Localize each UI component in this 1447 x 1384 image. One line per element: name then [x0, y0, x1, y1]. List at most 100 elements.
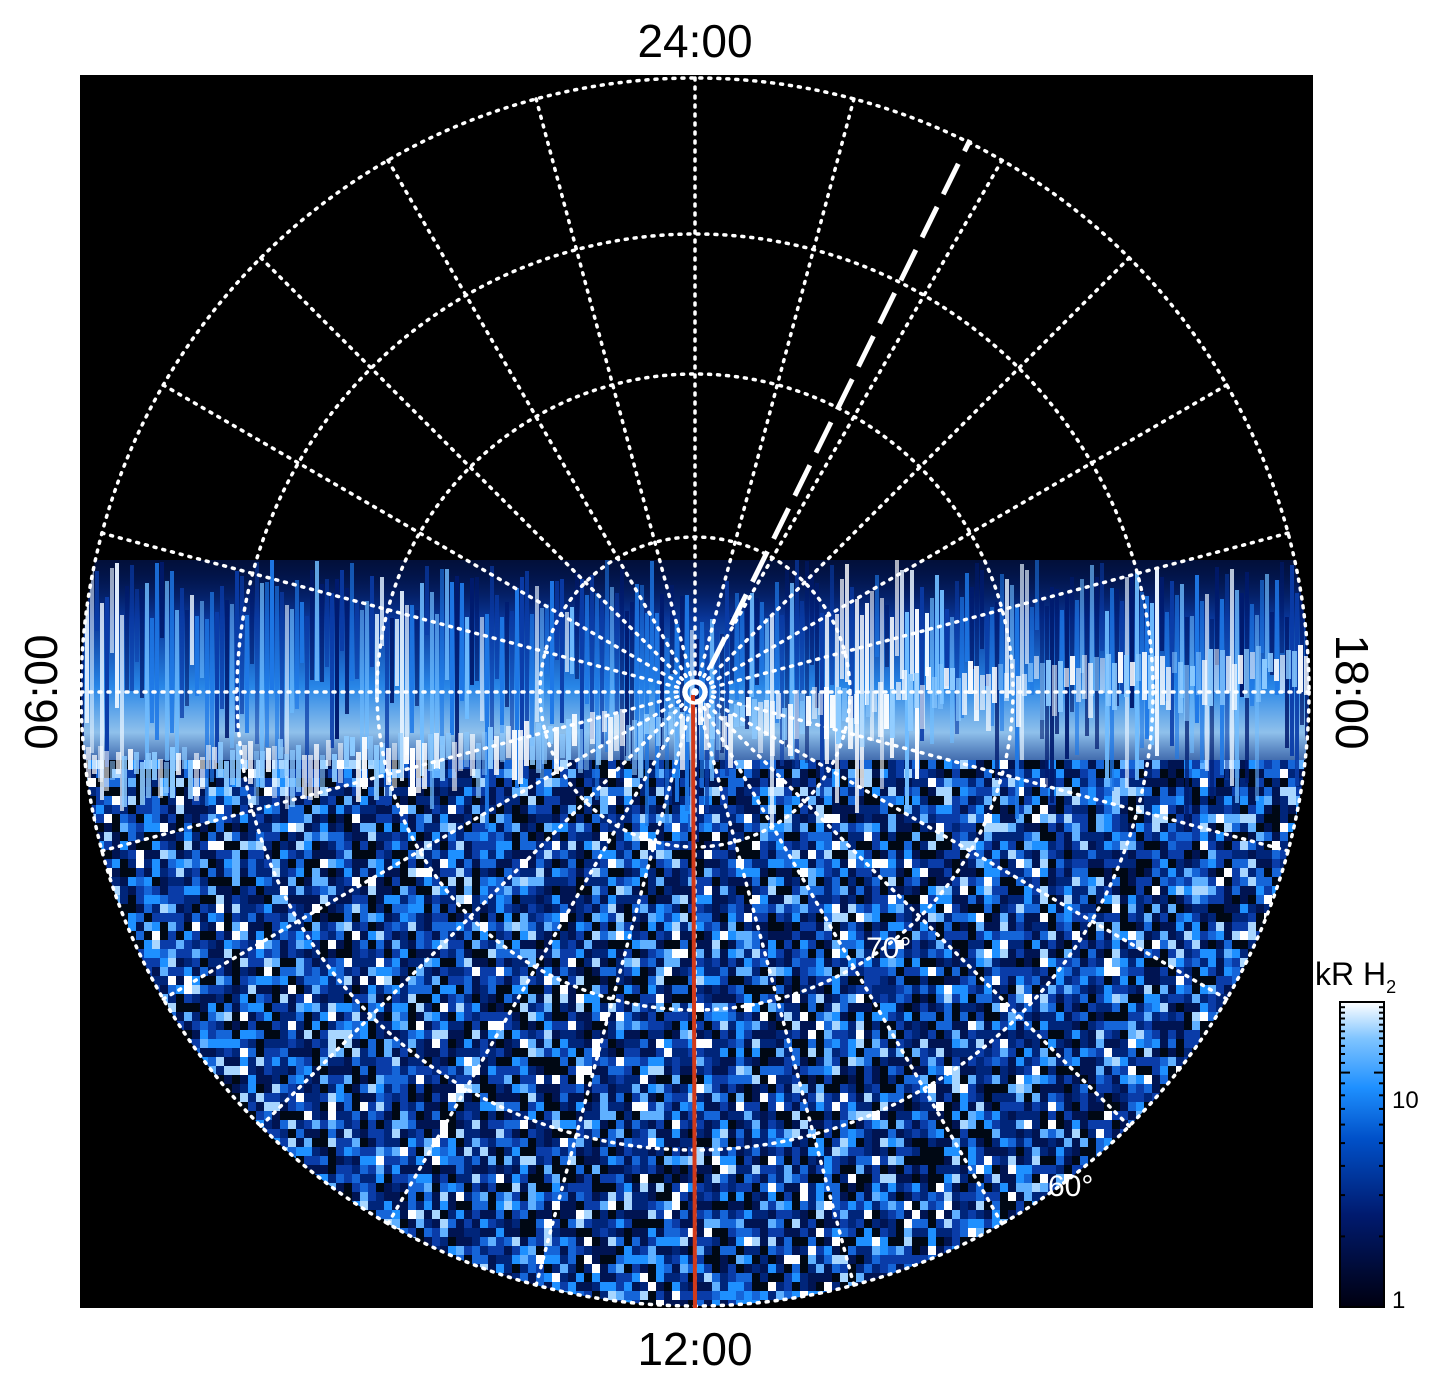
emission-cell — [936, 949, 944, 958]
emission-cell — [800, 787, 808, 796]
emission-cell — [424, 976, 432, 985]
emission-cell — [440, 841, 448, 850]
emission-cell — [616, 1003, 624, 1012]
emission-cell — [296, 1003, 304, 1012]
emission-cell — [1232, 895, 1240, 904]
emission-cell — [864, 895, 872, 904]
emission-cell — [1096, 976, 1104, 985]
emission-cell — [776, 913, 784, 922]
emission-cell — [576, 850, 584, 859]
emission-cell — [968, 994, 976, 1003]
emission-cell — [1128, 1039, 1136, 1048]
emission-cell — [1248, 859, 1256, 868]
emission-cell — [104, 850, 112, 859]
emission-cell — [1040, 877, 1048, 886]
emission-cell — [440, 976, 448, 985]
emission-cell — [840, 796, 848, 805]
emission-cell — [848, 967, 856, 976]
emission-cell — [648, 976, 656, 985]
emission-cell — [1072, 778, 1080, 787]
emission-cell — [520, 994, 528, 1003]
emission-cell — [184, 796, 192, 805]
emission-cell — [936, 994, 944, 1003]
emission-cell — [168, 895, 176, 904]
emission-cell — [200, 832, 208, 841]
emission-cell — [320, 886, 328, 895]
emission-cell — [328, 1012, 336, 1021]
emission-cell — [1208, 967, 1216, 976]
emission-cell — [616, 778, 624, 787]
emission-cell — [432, 904, 440, 913]
emission-cell — [848, 1021, 856, 1030]
emission-cell — [976, 814, 984, 823]
emission-cell — [400, 877, 408, 886]
emission-cell — [648, 931, 656, 940]
emission-cell — [304, 1048, 312, 1057]
emission-cell — [752, 805, 760, 814]
emission-cell — [464, 922, 472, 931]
emission-cell — [1168, 859, 1176, 868]
emission-cell — [256, 796, 264, 805]
emission-cell — [184, 1030, 192, 1039]
emission-cell — [232, 994, 240, 1003]
emission-cell — [280, 1030, 288, 1039]
emission-cell — [504, 958, 512, 967]
emission-cell — [376, 895, 384, 904]
emission-cell — [328, 1048, 336, 1057]
emission-cell — [672, 823, 680, 832]
emission-cell — [944, 877, 952, 886]
emission-cell — [552, 1030, 560, 1039]
emission-cell — [184, 994, 192, 1003]
emission-cell — [208, 1048, 216, 1057]
emission-cell — [464, 931, 472, 940]
emission-cell — [320, 850, 328, 859]
emission-cell — [224, 904, 232, 913]
emission-cell — [328, 967, 336, 976]
emission-cell — [504, 850, 512, 859]
emission-cell — [200, 1030, 208, 1039]
emission-cell — [1184, 877, 1192, 886]
emission-cell — [912, 931, 920, 940]
emission-cell — [640, 1039, 648, 1048]
emission-cell — [368, 805, 376, 814]
emission-cell — [1232, 850, 1240, 859]
emission-cell — [1008, 1003, 1016, 1012]
emission-cell — [1008, 1012, 1016, 1021]
emission-cell — [528, 769, 536, 778]
emission-cell — [296, 859, 304, 868]
emission-cell — [1152, 895, 1160, 904]
emission-cell — [568, 769, 576, 778]
emission-cell — [1000, 877, 1008, 886]
emission-cell — [488, 958, 496, 967]
emission-cell — [624, 1012, 632, 1021]
emission-cell — [968, 904, 976, 913]
emission-cell — [880, 814, 888, 823]
emission-cell — [1280, 769, 1288, 778]
emission-cell — [800, 850, 808, 859]
emission-cell — [632, 805, 640, 814]
emission-cell — [176, 823, 184, 832]
emission-cell — [408, 967, 416, 976]
emission-cell — [1032, 1003, 1040, 1012]
emission-cell — [944, 787, 952, 796]
emission-cell — [1032, 832, 1040, 841]
emission-cell — [424, 985, 432, 994]
emission-cell — [896, 796, 904, 805]
emission-cell — [1008, 931, 1016, 940]
emission-cell — [320, 1039, 328, 1048]
emission-cell — [1216, 967, 1224, 976]
emission-cell — [528, 904, 536, 913]
emission-cell — [736, 985, 744, 994]
emission-cell — [1136, 931, 1144, 940]
emission-cell — [576, 940, 584, 949]
emission-cell — [640, 958, 648, 967]
emission-cell — [552, 895, 560, 904]
emission-cell — [1264, 868, 1272, 877]
emission-cell — [800, 760, 808, 769]
emission-cell — [920, 949, 928, 958]
emission-cell — [1056, 976, 1064, 985]
emission-cell — [1056, 931, 1064, 940]
emission-cell — [744, 1030, 752, 1039]
emission-cell — [968, 1003, 976, 1012]
emission-cell — [768, 949, 776, 958]
